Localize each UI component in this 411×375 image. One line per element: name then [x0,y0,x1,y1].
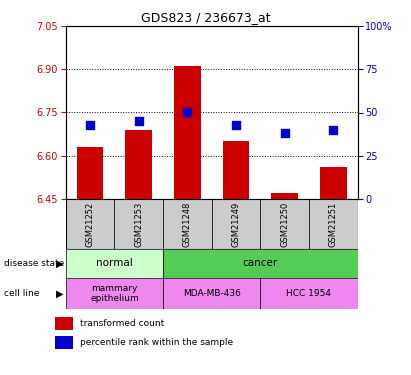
Point [233,122,239,128]
Text: cancer: cancer [242,258,278,268]
Bar [55,336,73,349]
Bar [260,278,358,309]
Bar [163,278,260,309]
Text: GSM21253: GSM21253 [134,201,143,247]
Text: HCC 1954: HCC 1954 [286,289,331,298]
Text: GSM21252: GSM21252 [85,201,95,247]
Bar [163,249,358,278]
Text: GSM21250: GSM21250 [280,201,289,247]
Text: GSM21248: GSM21248 [183,201,192,247]
Bar [271,193,298,199]
Bar [260,199,309,249]
Text: transformed count: transformed count [79,319,164,328]
Text: ▶: ▶ [56,258,64,268]
Text: ▶: ▶ [56,288,64,298]
Bar [125,130,152,199]
Bar [77,147,104,199]
Text: disease state: disease state [4,259,65,268]
Bar [320,167,346,199]
Text: cell line: cell line [4,289,39,298]
Bar [212,199,260,249]
Bar [174,66,201,199]
Point [184,110,191,116]
Bar [66,249,163,278]
Bar [55,317,73,330]
Bar [163,199,212,249]
Bar [309,199,358,249]
Text: mammary
epithelium: mammary epithelium [90,284,139,303]
Bar [66,278,163,309]
Bar [223,141,249,199]
Text: MDA-MB-436: MDA-MB-436 [183,289,240,298]
Text: normal: normal [96,258,133,268]
Point [87,122,93,128]
Point [281,130,288,136]
Point [330,127,337,133]
Text: GSM21251: GSM21251 [329,201,338,247]
Bar [114,199,163,249]
Text: GDS823 / 236673_at: GDS823 / 236673_at [141,11,270,24]
Point [136,118,142,124]
Text: GSM21249: GSM21249 [231,201,240,247]
Bar [66,199,114,249]
Text: percentile rank within the sample: percentile rank within the sample [79,338,233,347]
